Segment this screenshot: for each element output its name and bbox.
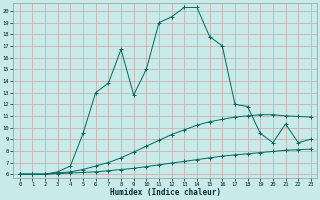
X-axis label: Humidex (Indice chaleur): Humidex (Indice chaleur)	[110, 188, 221, 197]
